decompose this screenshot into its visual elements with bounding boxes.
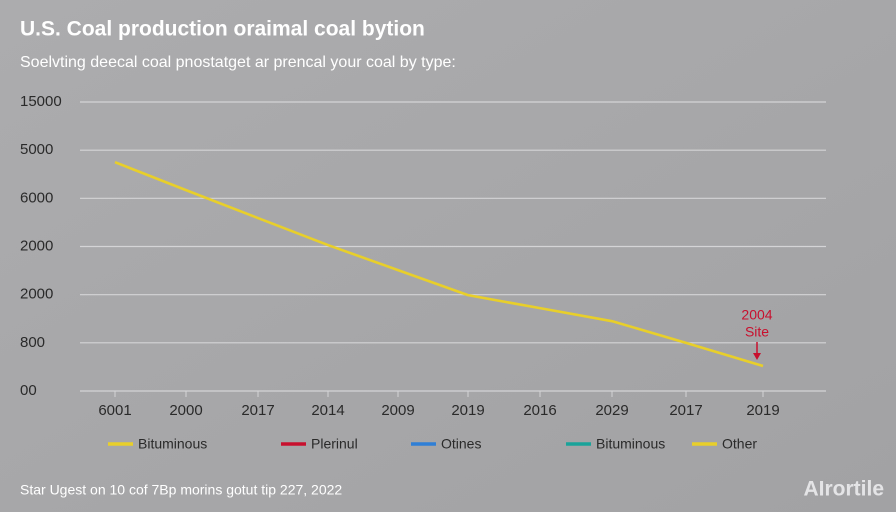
watermark: AIrortile bbox=[803, 478, 884, 501]
legend-label: Bituminous bbox=[596, 436, 665, 452]
x-tick-label: 2009 bbox=[381, 402, 414, 419]
y-tick-label: 800 bbox=[20, 334, 45, 351]
y-tick-label: 2000 bbox=[20, 286, 53, 303]
legend-label: Bituminous bbox=[138, 436, 207, 452]
x-tick-label: 2017 bbox=[241, 402, 274, 419]
footer: Star Ugest on 10 cof 7Bp morins gotut ti… bbox=[20, 482, 342, 498]
x-tick-label: 6001 bbox=[98, 402, 131, 419]
annotation-text: 2004 bbox=[741, 307, 772, 323]
legend-label: Other bbox=[722, 436, 757, 452]
annotation-arrowhead bbox=[753, 352, 761, 360]
x-tick-label: 2000 bbox=[169, 402, 202, 419]
x-tick-label: 2016 bbox=[523, 402, 556, 419]
chart-subtitle: Soelvting deecal coal pnostatget ar pren… bbox=[20, 54, 456, 71]
y-tick-label: 6000 bbox=[20, 189, 53, 206]
y-tick-label: 15000 bbox=[20, 93, 62, 110]
x-tick-label: 2014 bbox=[311, 402, 344, 419]
x-tick-label: 2019 bbox=[451, 402, 484, 419]
annotation-text: Site bbox=[745, 324, 769, 340]
x-tick-label: 2029 bbox=[595, 402, 628, 419]
data-line bbox=[114, 160, 764, 368]
x-tick-label: 2017 bbox=[669, 402, 702, 419]
y-tick-label: 2000 bbox=[20, 237, 53, 254]
x-tick-label: 2019 bbox=[746, 402, 779, 419]
legend-label: Plerinul bbox=[311, 436, 358, 452]
chart-title: U.S. Coal production oraimal coal bytion bbox=[20, 18, 425, 41]
legend-label: Otines bbox=[441, 436, 481, 452]
y-tick-label: 00 bbox=[20, 382, 37, 399]
y-tick-label: 5000 bbox=[20, 141, 53, 158]
